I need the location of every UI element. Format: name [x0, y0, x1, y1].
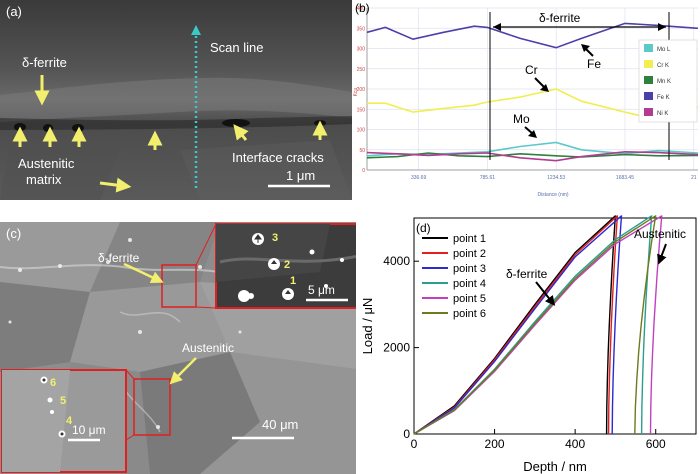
b-series-fe-k: [366, 22, 699, 49]
austenitic-label-d: Austenitic: [634, 227, 686, 241]
b-ytick-label: 150: [357, 107, 366, 113]
d-series-point-4: [413, 215, 653, 435]
panel-d-xlabel: Depth / nm: [523, 459, 587, 474]
interface-cracks-label: Interface cracks: [232, 150, 324, 165]
b-legend-swatch: [644, 60, 653, 68]
point-label-2: 2: [284, 259, 290, 271]
b-legend-label: Mn K: [657, 79, 671, 85]
b-ytick-label: 400: [357, 6, 366, 12]
svg-text:matrix: matrix: [26, 172, 62, 187]
b-ytick-label: 350: [357, 26, 366, 32]
panel-b-xlabel: Distance (nm): [537, 192, 568, 198]
delta-ferrite-label-d: δ-ferrite: [506, 267, 548, 281]
d-series-point-2: [413, 215, 619, 435]
panel-a: (a) δ-ferrite Scan line Austenitic matri…: [0, 0, 352, 200]
point-label-1: 1: [290, 275, 296, 287]
d-ytick-label: 4000: [383, 254, 410, 268]
scale-label-a: 1 μm: [286, 168, 315, 183]
scale-label-inset-top: 5 μm: [308, 283, 335, 297]
d-legend-label: point 5: [453, 293, 486, 305]
d-xtick-label: 200: [485, 437, 505, 451]
delta-ferrite-region-label: δ-ferrite: [539, 11, 581, 25]
scale-label-c: 40 μm: [262, 417, 298, 432]
panel-a-micrograph: (a) δ-ferrite Scan line Austenitic matri…: [0, 0, 352, 200]
panel-d: 0 200 400 600 0 2000 4000 point 1 point 2 point …: [356, 214, 700, 474]
b-series-ni-k: [366, 150, 699, 162]
point-label-3: 3: [272, 232, 278, 244]
cr-callout: Cr: [525, 63, 538, 77]
panel-c-micrograph: 3 2 1 5 μm 6 5 4 10 μm (c) δ-ferrite Aus…: [0, 222, 378, 474]
austenitic-arrow-c: [169, 357, 197, 385]
point-label-5: 5: [60, 395, 66, 407]
d-series-point-3: [413, 215, 623, 435]
d-legend-label: point 1: [453, 233, 486, 245]
b-legend-label: Fe K: [657, 95, 670, 101]
d-legend-label: point 6: [453, 308, 486, 320]
b-legend-label: Ni K: [657, 111, 668, 117]
b-ytick-label: 200: [357, 87, 366, 93]
b-xtick-label: 1234.53: [547, 175, 565, 181]
b-legend-label: Cr K: [657, 63, 669, 69]
austenitic-matrix-label: Austenitic: [18, 156, 75, 171]
delta-ferrite-arrow-c: [123, 262, 164, 283]
panel-b-ylabel: Kcu: [353, 87, 359, 96]
b-xtick-label: 1683.45: [616, 175, 634, 181]
d-legend-label: point 3: [453, 263, 486, 275]
b-legend-swatch: [644, 108, 653, 116]
panel-a-label: (a): [6, 4, 22, 19]
delta-ferrite-label-c: δ-ferrite: [98, 251, 140, 265]
panel-c: 3 2 1 5 μm 6 5 4 10 μm (c) δ-ferrite Aus…: [0, 222, 378, 474]
d-series-point-6: [413, 215, 657, 435]
scale-label-inset-bottom: 10 μm: [72, 423, 106, 437]
mo-callout: Mo: [513, 112, 530, 126]
b-ytick-label: 50: [359, 148, 365, 154]
panel-c-label: (c): [6, 226, 21, 241]
fe-callout: Fe: [587, 57, 601, 71]
d-xtick-label: 400: [565, 437, 585, 451]
d-legend-label: point 2: [453, 248, 486, 260]
panel-b-label: (b): [355, 1, 370, 15]
delta-ferrite-label-a: δ-ferrite: [22, 55, 67, 70]
b-legend-swatch: [644, 76, 653, 84]
b-ytick-label: 0: [362, 168, 365, 174]
b-xtick-label: 785.61: [480, 175, 496, 181]
b-ytick-label: 300: [357, 47, 366, 53]
panel-d-ylabel: Load / μN: [360, 298, 375, 355]
b-xtick-label: 336.69: [411, 175, 427, 181]
d-ytick-label: 2000: [383, 341, 410, 355]
d-xtick-label: 600: [646, 437, 666, 451]
b-ytick-label: 250: [357, 67, 366, 73]
d-series-point-5: [413, 215, 663, 435]
scan-line-label: Scan line: [210, 40, 263, 55]
b-ytick-label: 100: [357, 128, 366, 134]
panel-b: 0 50 100 150 200 250 300 350 400 336.69 785.61 1234…: [353, 0, 700, 200]
panel-d-label: (d): [416, 221, 431, 235]
d-legend-label: point 4: [453, 278, 486, 290]
point-label-4: 4: [66, 415, 73, 427]
b-legend-swatch: [644, 44, 653, 52]
panel-d-legend: point 1 point 2 point 3 point 4 point 5 point…: [422, 233, 486, 320]
panel-b-legend: Mo L Cr K Mn K Fe K Ni K: [638, 39, 698, 123]
inset-top: 3 2 1 5 μm: [215, 223, 377, 309]
b-xtick-label: 21: [691, 175, 697, 181]
point-label-6: 6: [50, 377, 56, 389]
d-ytick-label: 0: [403, 427, 410, 441]
panel-b-chart: 0 50 100 150 200 250 300 350 400 336.69 785.61 1234…: [353, 0, 700, 200]
b-legend-label: Mo L: [657, 47, 671, 53]
b-legend-swatch: [644, 92, 653, 100]
inset-bottom: 6 5 4 10 μm: [1, 369, 127, 473]
d-xtick-label: 0: [411, 437, 418, 451]
austenitic-label-c: Austenitic: [182, 341, 234, 355]
